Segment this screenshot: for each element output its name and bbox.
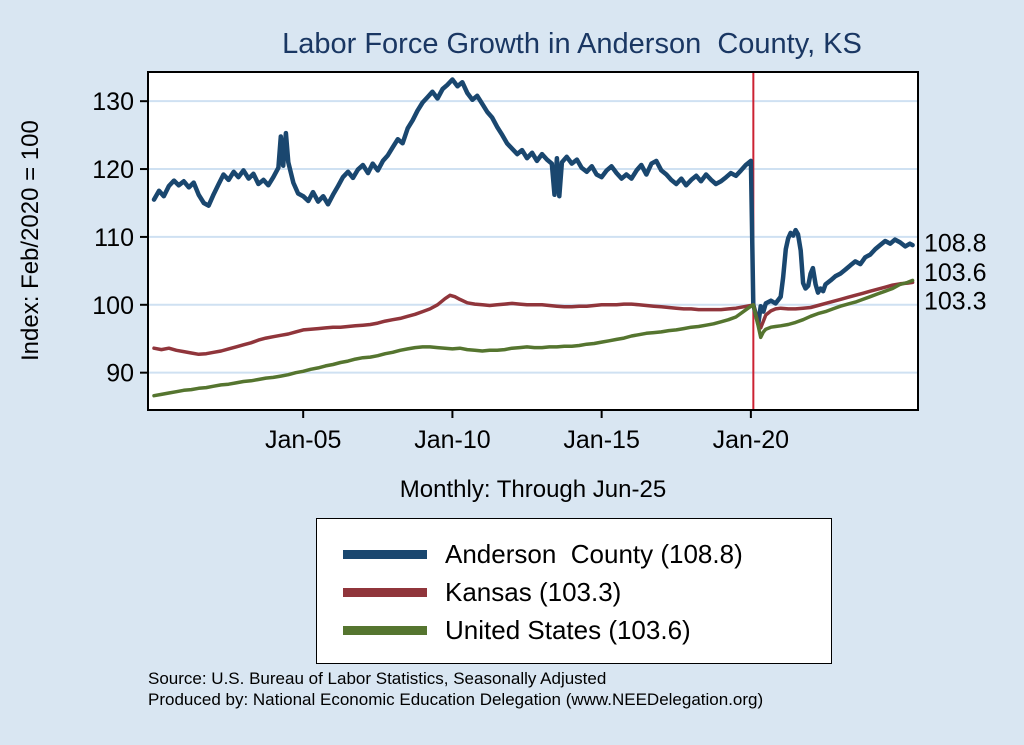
legend: Anderson County (108.8) Kansas (103.3) U…: [316, 518, 832, 664]
legend-swatch-anderson: [343, 549, 427, 559]
legend-item-anderson: Anderson County (108.8): [343, 535, 805, 573]
end-label: 108.8: [924, 229, 987, 257]
plot-area: 90 100 110 120 130 Jan-05 Jan-10 Jan-15 Jan-20 10…: [92, 71, 987, 454]
x-tick-label: Jan-05: [265, 426, 341, 454]
y-tick-label: 110: [94, 224, 134, 252]
chart-title: Labor Force Growth in Anderson County, K…: [282, 28, 862, 60]
y-tick-label: 120: [92, 156, 134, 184]
x-axis-subtitle: Monthly: Through Jun-25: [399, 476, 667, 503]
x-tick-label: Jan-20: [713, 426, 789, 454]
legend-label-kansas: Kansas (103.3): [445, 576, 622, 607]
legend-item-kansas: Kansas (103.3): [343, 573, 805, 611]
y-tick-label: 100: [92, 292, 134, 320]
legend-label-anderson: Anderson County (108.8): [445, 538, 743, 569]
series-united-states: [152, 278, 915, 398]
y-tick-label: 90: [106, 360, 134, 388]
series-anderson-county: [151, 77, 915, 327]
source-line-2: Produced by: National Economic Education…: [148, 690, 764, 709]
end-label: 103.6: [924, 259, 987, 287]
x-tick-label: Jan-10: [414, 426, 490, 454]
legend-item-united-states: United States (103.6): [343, 611, 805, 649]
plot-background: [148, 72, 918, 410]
series-kansas: [152, 280, 915, 357]
legend-swatch-kansas: [343, 587, 427, 597]
legend-label-united-states: United States (103.6): [445, 614, 691, 645]
legend-swatch-united-states: [343, 625, 427, 635]
plot-border: [147, 71, 919, 411]
x-tick-label: Jan-15: [563, 426, 639, 454]
source-line-1: Source: U.S. Bureau of Labor Statistics,…: [148, 669, 607, 688]
source-note: Source: U.S. Bureau of Labor Statistics,…: [148, 668, 763, 710]
y-tick-label: 130: [92, 88, 134, 116]
end-label: 103.3: [924, 288, 987, 316]
